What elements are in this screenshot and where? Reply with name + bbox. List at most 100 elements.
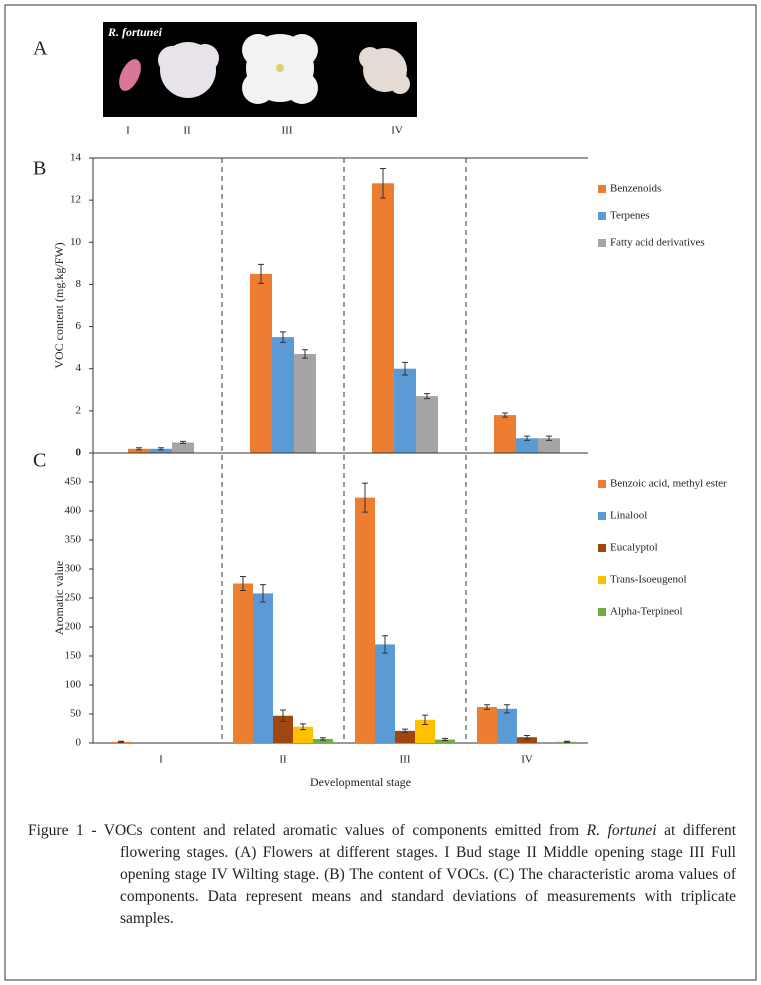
- legend-swatch: [598, 185, 606, 193]
- error-bar: [362, 482, 368, 513]
- bar: [294, 353, 316, 453]
- bar: [435, 739, 455, 743]
- bar: [128, 448, 150, 453]
- legend-swatch: [598, 544, 606, 552]
- bar: [233, 583, 253, 743]
- figure-border: [4, 4, 757, 981]
- y-tick-label: 200: [65, 621, 82, 633]
- error-bar: [320, 737, 326, 741]
- legend-label: Terpenes: [610, 210, 650, 222]
- legend-label: Benzenoids: [610, 183, 661, 195]
- y-tick-label: 0: [76, 447, 82, 459]
- error-bar: [402, 361, 408, 376]
- bar: [538, 438, 560, 453]
- error-bar: [424, 393, 430, 400]
- bar: [372, 183, 394, 454]
- error-bar: [484, 704, 490, 710]
- bar: [250, 273, 272, 453]
- bar: [150, 448, 172, 453]
- y-tick-label: 300: [65, 563, 82, 575]
- error-bar: [136, 447, 142, 451]
- bar: [416, 396, 438, 453]
- bar: [273, 715, 293, 743]
- bar: [313, 738, 333, 743]
- error-bar: [382, 635, 388, 654]
- x-tick-label: I: [159, 754, 163, 766]
- error-bar: [442, 737, 448, 742]
- legend-swatch: [598, 576, 606, 584]
- panel-label: B: [33, 158, 46, 180]
- bar: [394, 368, 416, 453]
- error-bar: [380, 168, 386, 199]
- caption-text: Figure 1 - VOCs content and related arom…: [28, 822, 587, 839]
- caption-species: R. fortunei: [586, 822, 657, 839]
- stage-label: III: [282, 125, 293, 137]
- y-tick-label: 12: [70, 194, 81, 206]
- bar: [415, 719, 435, 743]
- caption: Figure 1 - VOCs content and related arom…: [28, 820, 736, 930]
- legend-label: Linalool: [610, 510, 647, 522]
- panel-label: C: [33, 450, 46, 472]
- bar: [172, 442, 194, 453]
- y-tick-label: 6: [76, 320, 82, 332]
- flower-photo: [103, 22, 417, 117]
- x-tick-label: II: [279, 754, 287, 766]
- bar: [477, 707, 497, 743]
- y-tick-label: 250: [65, 592, 82, 604]
- y-tick-label: 100: [65, 679, 82, 691]
- error-bar: [300, 723, 306, 731]
- error-bar: [502, 412, 508, 418]
- legend-label: Benzoic acid, methyl ester: [610, 478, 727, 490]
- legend-label: Fatty acid derivatives: [610, 237, 705, 249]
- error-bar: [158, 447, 164, 451]
- y-axis-title: Aromatic value: [52, 561, 66, 635]
- legend-swatch: [598, 480, 606, 488]
- error-bar: [524, 435, 530, 441]
- legend-label: Alpha-Terpineol: [610, 606, 683, 618]
- y-tick-label: 450: [65, 476, 82, 488]
- error-bar: [422, 714, 428, 725]
- stage-label: I: [126, 125, 130, 137]
- y-tick-label: 4: [76, 362, 82, 374]
- x-axis-title: Developmental stage: [310, 775, 411, 789]
- error-bar: [258, 263, 264, 284]
- bar: [253, 593, 273, 743]
- error-bar: [180, 440, 186, 445]
- error-bar: [240, 576, 246, 591]
- bar: [494, 415, 516, 453]
- error-bar: [524, 734, 530, 740]
- bar: [293, 726, 313, 743]
- stage-label: II: [183, 125, 191, 137]
- legend-label: Trans-Isoeugenol: [610, 574, 687, 586]
- y-tick-label: 0: [76, 737, 82, 749]
- x-tick-label: IV: [521, 754, 533, 766]
- error-bar: [402, 728, 408, 734]
- bar: [355, 497, 375, 743]
- bar: [375, 644, 395, 743]
- error-bar: [564, 740, 570, 743]
- bar: [272, 337, 294, 453]
- x-tick-label: III: [400, 754, 411, 766]
- y-tick-label: 10: [70, 236, 82, 248]
- legend-swatch: [598, 239, 606, 247]
- legend-swatch: [598, 512, 606, 520]
- bar: [395, 730, 415, 743]
- bar: [516, 438, 538, 453]
- error-bar: [504, 704, 510, 714]
- legend-swatch: [598, 212, 606, 220]
- y-tick-label: 150: [65, 650, 82, 662]
- y-tick-label: 8: [76, 278, 82, 290]
- legend-swatch: [598, 608, 606, 616]
- y-tick-label: 50: [70, 708, 82, 720]
- legend-label: Eucalyptol: [610, 542, 658, 554]
- caption-text: at different flowering stages. (A) Flowe…: [120, 822, 736, 927]
- y-tick-label: 400: [65, 505, 82, 517]
- photo-caption: R. fortunei: [107, 25, 163, 39]
- error-bar: [118, 740, 124, 743]
- bar: [517, 737, 537, 743]
- stage-dividers: [221, 158, 467, 743]
- error-bar: [260, 584, 266, 603]
- bar: [497, 708, 517, 743]
